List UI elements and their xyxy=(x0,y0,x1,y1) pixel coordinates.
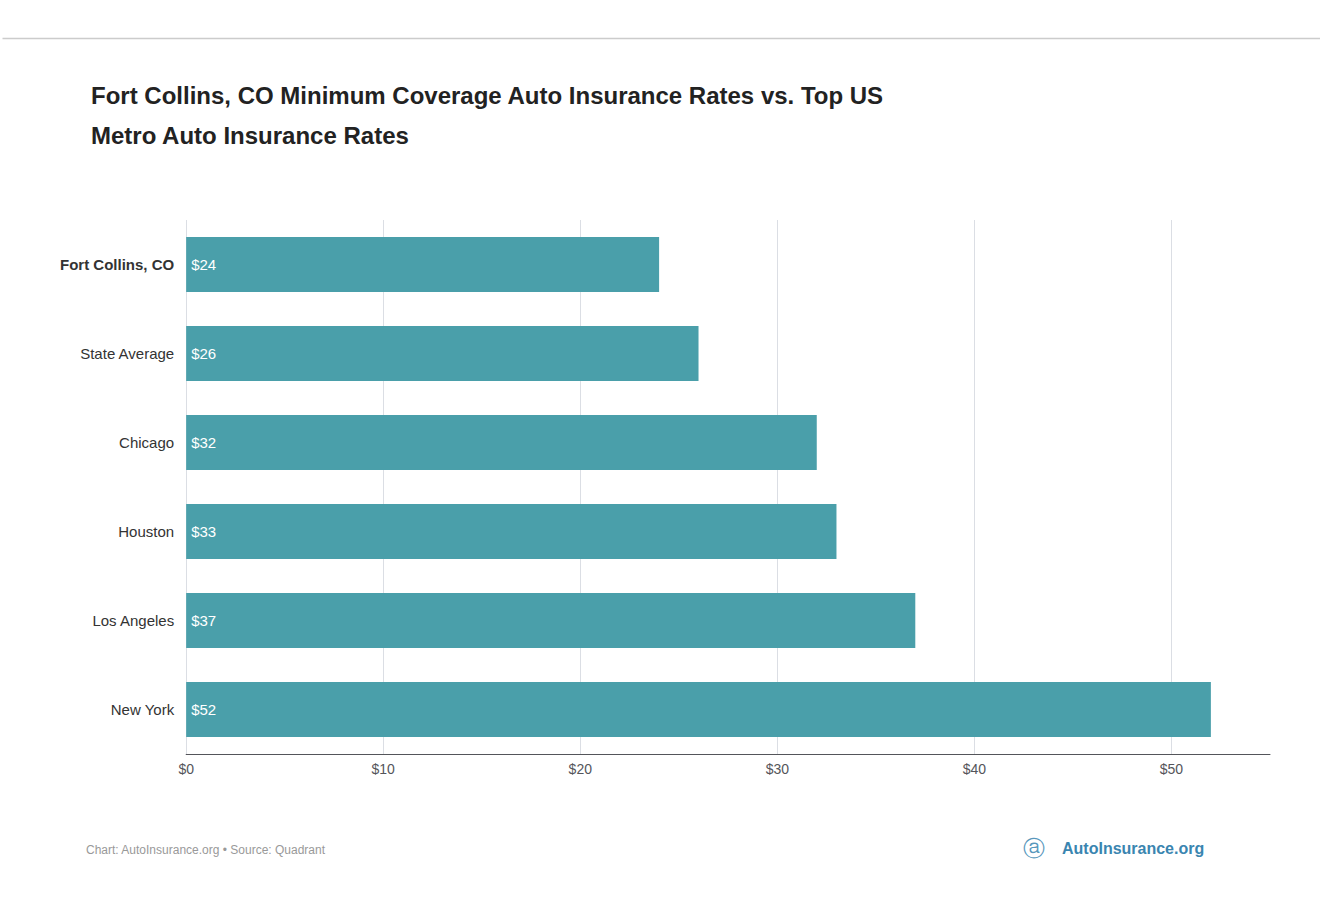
svg-text:Chart: AutoInsurance.org • Sou: Chart: AutoInsurance.org • Source: Quadr… xyxy=(86,843,326,857)
svg-text:$33: $33 xyxy=(191,523,216,540)
svg-text:ⓐ: ⓐ xyxy=(1023,836,1045,861)
svg-text:$32: $32 xyxy=(191,434,216,451)
svg-text:$26: $26 xyxy=(191,345,216,362)
svg-text:Fort Collins, CO Minimum Cover: Fort Collins, CO Minimum Coverage Auto I… xyxy=(91,82,883,109)
svg-text:$0: $0 xyxy=(178,761,194,777)
svg-text:Houston: Houston xyxy=(118,523,174,540)
svg-text:$24: $24 xyxy=(191,256,216,273)
svg-text:$20: $20 xyxy=(569,761,593,777)
svg-text:$30: $30 xyxy=(766,761,790,777)
svg-text:Chicago: Chicago xyxy=(119,434,174,451)
svg-text:AutoInsurance.org: AutoInsurance.org xyxy=(1062,840,1204,857)
svg-text:$52: $52 xyxy=(191,701,216,718)
svg-text:State Average: State Average xyxy=(80,345,174,362)
svg-text:Los Angeles: Los Angeles xyxy=(92,612,174,629)
svg-text:$40: $40 xyxy=(963,761,987,777)
svg-text:$37: $37 xyxy=(191,612,216,629)
svg-text:Metro Auto Insurance Rates: Metro Auto Insurance Rates xyxy=(91,122,409,149)
svg-text:$50: $50 xyxy=(1160,761,1184,777)
svg-text:$10: $10 xyxy=(372,761,396,777)
svg-text:Fort Collins, CO: Fort Collins, CO xyxy=(60,256,174,273)
svg-text:New York: New York xyxy=(111,701,175,718)
